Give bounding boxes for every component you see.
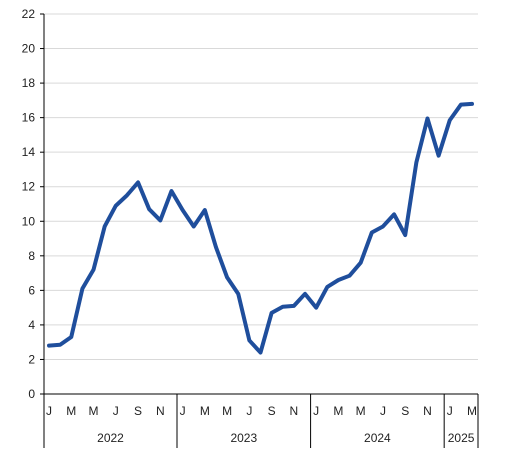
axes	[40, 13, 479, 448]
year-label-2025: 2025	[448, 431, 475, 445]
x-tick-label: J	[46, 404, 52, 418]
y-tick-label: 6	[28, 283, 35, 297]
gridlines	[44, 13, 478, 360]
x-tick-label: J	[246, 404, 252, 418]
year-label-2022: 2022	[97, 431, 124, 445]
y-tick-label: 8	[28, 249, 35, 263]
year-labels: 2022 2023 2024 2025	[97, 431, 475, 445]
x-tick-label: J	[313, 404, 319, 418]
y-tick-label: 10	[22, 214, 36, 228]
series-line-0	[47, 101, 474, 355]
y-tick-label: 2	[28, 352, 35, 366]
x-tick-label: S	[134, 404, 142, 418]
y-tick-label: 14	[22, 145, 36, 159]
x-tick-label: N	[156, 404, 165, 418]
x-tick-label: J	[113, 404, 119, 418]
x-tick-label: N	[290, 404, 299, 418]
y-tick-label: 22	[22, 7, 36, 21]
x-tick-label: M	[66, 404, 76, 418]
x-tick-label: M	[333, 404, 343, 418]
x-tick-label: N	[423, 404, 432, 418]
y-tick-label: 0	[28, 387, 35, 401]
x-tick-label: J	[447, 404, 453, 418]
y-tick-label: 4	[28, 318, 35, 332]
x-tick-label: M	[467, 404, 477, 418]
x-tick-label: J	[380, 404, 386, 418]
x-tick-label: M	[356, 404, 366, 418]
y-tick-labels: 0 2 4 6 8 10 12 14 16 18 20 22	[22, 7, 36, 401]
year-label-2023: 2023	[230, 431, 257, 445]
x-tick-label: M	[200, 404, 210, 418]
y-tick-label: 20	[22, 42, 36, 56]
x-tick-label: M	[222, 404, 232, 418]
y-tick-label: 12	[22, 180, 36, 194]
series-layer	[47, 101, 474, 355]
x-tick-label: J	[180, 404, 186, 418]
x-tick-label: S	[268, 404, 276, 418]
x-tick-label: M	[89, 404, 99, 418]
y-tick-label: 16	[22, 111, 36, 125]
y-tick-label: 18	[22, 76, 36, 90]
year-label-2024: 2024	[364, 431, 391, 445]
x-tick-label: S	[401, 404, 409, 418]
